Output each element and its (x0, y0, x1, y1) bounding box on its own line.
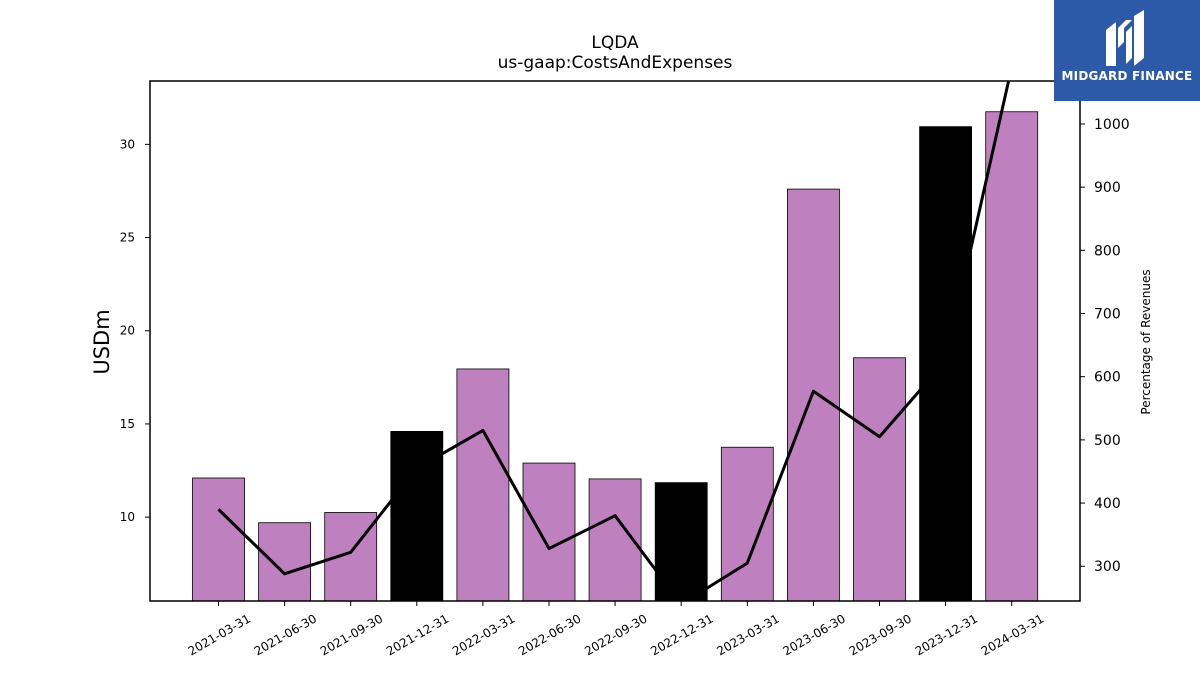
y-tick-label: 25 (120, 231, 135, 245)
bar (522, 462, 576, 602)
logo-mark-icon (1106, 10, 1144, 66)
x-tick-label: 2022-12-31 (648, 611, 715, 658)
y-tick-label: 15 (120, 417, 135, 431)
bar (258, 522, 312, 602)
x-tick-label: 2024-03-31 (979, 611, 1046, 658)
x-tick-label: 2023-09-30 (847, 611, 914, 658)
y-tick-label: 10 (120, 510, 135, 524)
x-tick-label: 2022-03-31 (450, 611, 517, 658)
x-tick-label: 2023-12-31 (913, 611, 980, 658)
x-tick-label: 2021-03-31 (186, 611, 253, 658)
x-tick-label: 2022-06-30 (516, 611, 583, 658)
chart-subtitle: us-gaap:CostsAndExpenses (498, 53, 733, 73)
y2-axis-label: Percentage of Revenues (1139, 269, 1153, 414)
y2-tick-label: 300 (1094, 559, 1121, 575)
series-line (217, 81, 1011, 601)
y2-tick-label: 700 (1094, 307, 1121, 323)
bar (456, 368, 510, 602)
bar (919, 126, 972, 602)
bar (985, 111, 1039, 602)
y-tick-label: 30 (120, 137, 135, 151)
y-tick-label: 20 (120, 324, 135, 338)
y2-tick-label: 400 (1094, 496, 1121, 512)
y2-tick-label: 800 (1094, 243, 1121, 259)
y2-tick-label: 500 (1094, 433, 1121, 449)
y2-tick-label: 600 (1094, 370, 1121, 386)
plot-area: 10 15 20 25 30 300 400 500 600 700 800 900 1000 2021-… (120, 80, 1130, 658)
bar (654, 482, 708, 602)
chart-title: LQDA (591, 33, 639, 53)
bar (853, 357, 906, 602)
y2-tick-label: 900 (1094, 180, 1121, 196)
y-axis-label: USDm (90, 309, 114, 374)
x-tick-label: 2021-12-31 (384, 611, 451, 658)
bar (192, 477, 245, 602)
x-tick-label: 2023-06-30 (780, 611, 847, 658)
bar (720, 446, 774, 602)
x-tick-label: 2021-06-30 (252, 611, 319, 658)
logo-text: MIDGARD FINANCE (1061, 69, 1193, 83)
y2-tick-label: 1000 (1094, 117, 1130, 133)
x-tick-label: 2021-09-30 (318, 611, 385, 658)
brand-logo: MIDGARD FINANCE (1054, 0, 1200, 101)
x-tick-label: 2023-03-31 (714, 611, 781, 658)
x-tick-label: 2022-09-30 (582, 611, 649, 658)
